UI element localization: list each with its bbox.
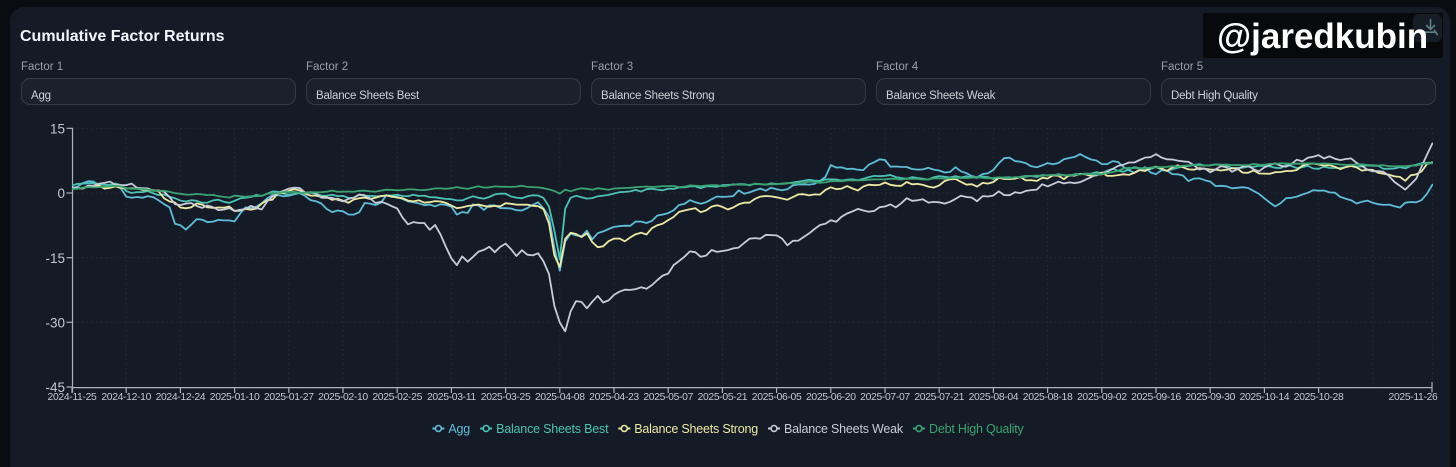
svg-text:Debt High Quality: Debt High Quality <box>929 422 1025 436</box>
svg-text:2025-01-10: 2025-01-10 <box>210 392 260 403</box>
svg-text:2025-09-02: 2025-09-02 <box>1077 392 1127 403</box>
svg-text:2025-06-05: 2025-06-05 <box>752 392 802 403</box>
svg-text:2025-10-28: 2025-10-28 <box>1294 392 1344 403</box>
svg-text:Balance Sheets Weak: Balance Sheets Weak <box>784 422 904 436</box>
svg-text:2025-05-21: 2025-05-21 <box>698 392 748 403</box>
svg-text:2025-02-25: 2025-02-25 <box>372 392 422 403</box>
svg-text:2025-11-26: 2025-11-26 <box>1389 392 1438 403</box>
svg-text:2025-10-14: 2025-10-14 <box>1240 392 1290 403</box>
svg-text:2025-08-04: 2025-08-04 <box>969 392 1019 403</box>
svg-text:2025-03-25: 2025-03-25 <box>481 392 531 403</box>
svg-text:0: 0 <box>57 186 65 201</box>
svg-text:2025-04-08: 2025-04-08 <box>535 392 585 403</box>
svg-text:2025-07-21: 2025-07-21 <box>914 392 964 403</box>
svg-text:15: 15 <box>50 122 65 137</box>
svg-text:2025-01-27: 2025-01-27 <box>264 392 314 403</box>
svg-text:Agg: Agg <box>448 422 470 436</box>
svg-text:2025-02-10: 2025-02-10 <box>318 392 368 403</box>
svg-text:2025-06-20: 2025-06-20 <box>806 392 856 403</box>
svg-text:Balance Sheets Strong: Balance Sheets Strong <box>634 422 758 436</box>
svg-text:2024-11-25: 2024-11-25 <box>48 392 97 403</box>
svg-text:2025-03-11: 2025-03-11 <box>427 392 476 403</box>
svg-text:-45: -45 <box>45 380 65 395</box>
svg-text:2025-05-07: 2025-05-07 <box>643 392 693 403</box>
svg-text:-15: -15 <box>45 251 65 266</box>
svg-text:2025-04-23: 2025-04-23 <box>589 392 639 403</box>
svg-text:2024-12-10: 2024-12-10 <box>101 392 151 403</box>
svg-text:2025-09-16: 2025-09-16 <box>1131 392 1181 403</box>
svg-text:2024-12-24: 2024-12-24 <box>156 392 206 403</box>
svg-text:-30: -30 <box>45 316 65 331</box>
svg-text:Balance Sheets Best: Balance Sheets Best <box>496 422 609 436</box>
svg-text:2025-09-30: 2025-09-30 <box>1185 392 1235 403</box>
svg-text:2025-07-07: 2025-07-07 <box>860 392 910 403</box>
svg-text:2025-08-18: 2025-08-18 <box>1023 392 1073 403</box>
